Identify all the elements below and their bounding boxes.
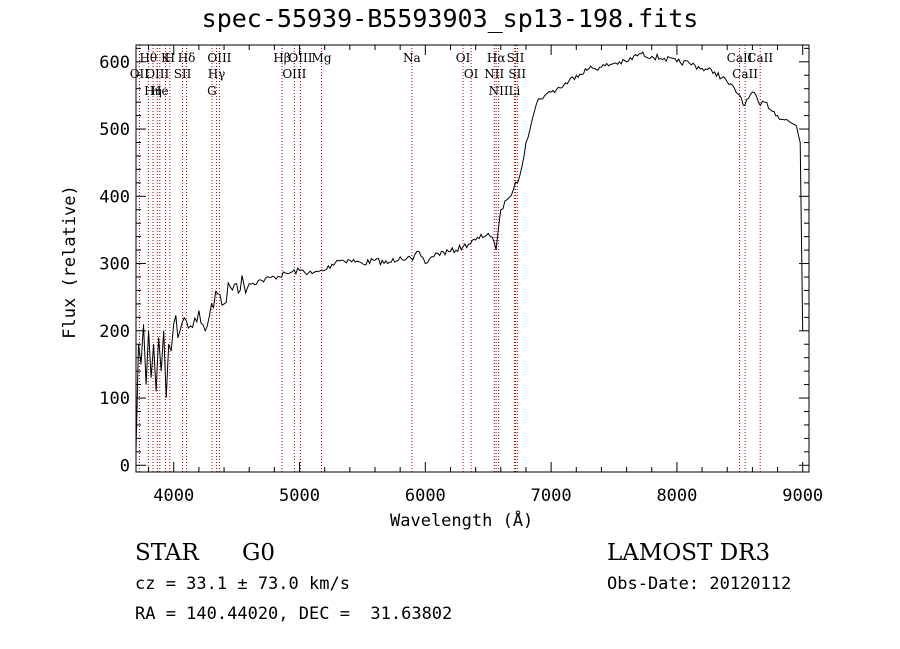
line-label: Hθ [139,51,157,65]
x-tick-label: 4000 [153,486,194,506]
axes: 4000 5000 6000 7000 8000 9000 0 100 200 300 400 500… [99,44,823,506]
line-label: OIII [145,67,169,81]
plot-frame [135,44,810,473]
line-label: SII [507,51,525,65]
line-label: K [161,51,171,65]
line-label: OIII [207,51,231,65]
line-label: CaII [747,51,773,65]
line-label: Hη [144,84,162,98]
line-label: OIII [282,67,306,81]
object-subclass: G0 [242,540,276,566]
line-label: Li [508,84,520,98]
survey-name: LAMOST DR3 [607,540,771,566]
line-label: OI [456,51,471,65]
y-tick-label: 100 [99,389,130,409]
y-tick-label: 300 [99,255,130,275]
line-label: OII [130,67,150,81]
chart-title: spec-55939-B5593903_sp13-198.fits [201,4,699,33]
line-label: SII [508,67,526,81]
x-tick-label: 6000 [405,486,446,506]
y-tick-label: 500 [99,120,130,140]
line-label: Hδ [178,51,196,65]
line-label: NII [489,84,509,98]
line-label: Na [403,51,421,65]
y-tick-label: 600 [99,53,130,73]
line-label: Hγ [208,67,226,81]
object-class: STAR [135,540,199,566]
y-tick-label: 0 [120,456,130,476]
line-label: He [151,84,169,98]
line-label: CaII [727,51,753,65]
x-axis-label: Wavelength (Å) [390,511,534,531]
x-tick-label: 5000 [279,486,320,506]
line-label: SII [174,67,192,81]
line-label: Hβ [273,51,290,65]
x-tick-label: 9000 [782,486,823,506]
y-tick-label: 400 [99,187,130,207]
x-tick-label: 8000 [656,486,697,506]
line-label: CaII [732,67,758,81]
spectrum-line [135,51,804,452]
line-label: Mg [312,51,332,65]
line-label: NII [484,67,504,81]
coordinates: RA = 140.44020, DEC = 31.63802 [135,604,453,624]
x-tick-label: 7000 [531,486,572,506]
line-markers [138,45,761,472]
y-tick-label: 200 [99,322,130,342]
line-label: G [207,84,217,98]
line-label: OI [464,67,479,81]
observation-date: Obs-Date: 20120112 [607,574,792,594]
y-axis-label: Flux (relative) [60,185,80,339]
line-label: Hα [487,51,506,65]
line-label: OIII [288,51,312,65]
line-label: H [165,51,175,65]
redshift-velocity: cz = 33.1 ± 73.0 km/s [135,574,350,594]
